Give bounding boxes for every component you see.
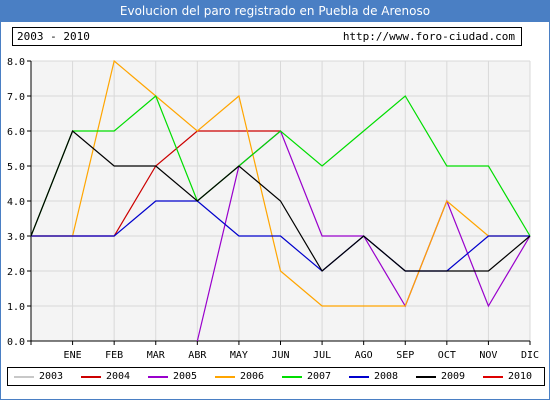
y-tick-label: 3.0 [7, 232, 25, 243]
legend-item-2010: 2010 [483, 368, 532, 385]
y-tick-label: 2.0 [7, 267, 25, 278]
legend-label: 2007 [307, 371, 332, 382]
series-line-2007 [30, 95, 531, 237]
y-tick-label: 7.0 [7, 92, 25, 103]
x-tick-label: DIC [521, 350, 539, 361]
x-tick-label: MAR [147, 350, 166, 361]
x-tick-label: JUN [271, 350, 289, 361]
legend-label: 2004 [106, 371, 131, 382]
legend-swatch [215, 375, 235, 378]
legend-item-2004: 2004 [81, 368, 130, 385]
legend-swatch [416, 375, 436, 378]
years-range-label: 2003 - 2010 [17, 30, 90, 43]
x-tick-label: AGO [355, 350, 373, 361]
x-tick-label: ABR [188, 350, 207, 361]
series-line-2009 [30, 130, 531, 272]
legend-swatch [14, 375, 34, 378]
legend-item-2006: 2006 [215, 368, 264, 385]
legend-item-2008: 2008 [349, 368, 398, 385]
y-tick-label: 8.0 [7, 57, 25, 68]
y-tick-label: 6.0 [7, 127, 25, 138]
info-bar: 2003 - 2010 http://www.foro-ciudad.com [12, 27, 522, 46]
chart-legend: 2003 2004 2005 2006 2007 2008 2009 2010 [7, 367, 545, 386]
x-tick-label: JUL [313, 350, 331, 361]
legend-swatch [148, 375, 168, 378]
y-tick-label: 4.0 [7, 197, 25, 208]
legend-item-2005: 2005 [148, 368, 197, 385]
legend-item-2007: 2007 [282, 368, 331, 385]
legend-label: 2009 [441, 371, 466, 382]
x-tick-label: ENE [64, 350, 82, 361]
y-tick-label: 0.0 [7, 337, 25, 348]
x-tick-label: SEP [396, 350, 414, 361]
x-tick-label: FEB [105, 350, 123, 361]
legend-label: 2003 [39, 371, 64, 382]
legend-swatch [483, 375, 503, 378]
legend-label: 2005 [173, 371, 198, 382]
x-tick-label: NOV [479, 350, 497, 361]
legend-label: 2010 [508, 371, 533, 382]
series-line-2006 [31, 59, 530, 307]
x-tick-label: OCT [438, 350, 456, 361]
x-tick-label: MAY [230, 350, 248, 361]
legend-swatch [282, 375, 302, 378]
y-tick-label: 1.0 [7, 302, 25, 313]
legend-label: 2008 [374, 371, 399, 382]
legend-item-2009: 2009 [416, 368, 465, 385]
chart-title: Evolucion del paro registrado en Puebla … [0, 0, 550, 22]
legend-swatch [81, 375, 101, 378]
y-tick-label: 5.0 [7, 162, 25, 173]
legend-item-2003: 2003 [14, 368, 63, 385]
website-link[interactable]: http://www.foro-ciudad.com [342, 30, 515, 43]
legend-swatch [349, 375, 369, 378]
legend-label: 2006 [240, 371, 265, 382]
